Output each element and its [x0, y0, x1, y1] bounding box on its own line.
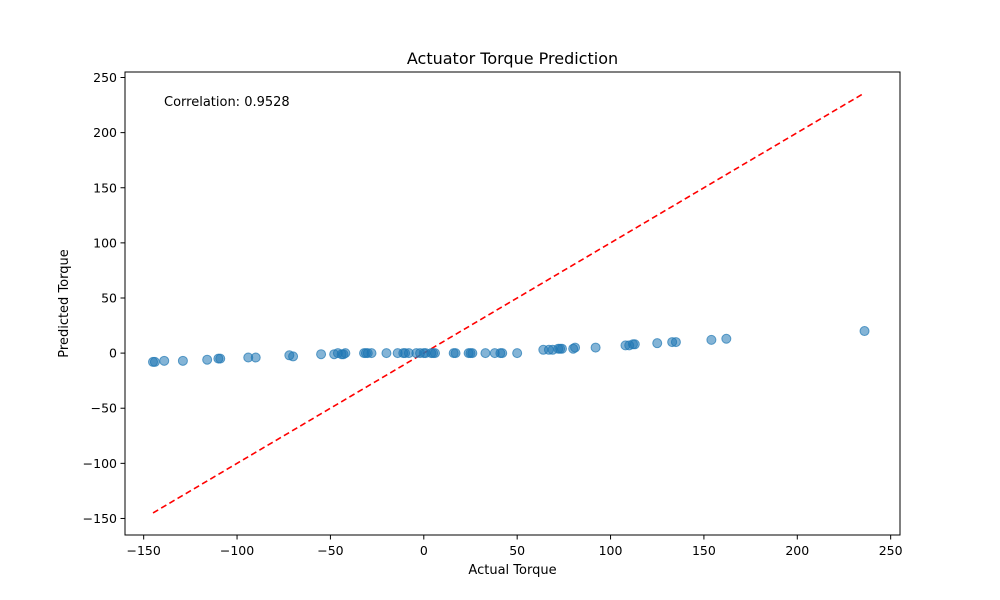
x-tick-label: −100 — [220, 543, 254, 558]
data-point — [721, 333, 732, 344]
x-tick-label: 200 — [785, 543, 809, 558]
reference-line — [152, 92, 865, 514]
data-point — [149, 356, 160, 367]
data-point — [381, 348, 392, 359]
data-point — [706, 334, 717, 345]
x-tick-label: −150 — [127, 543, 161, 558]
data-point — [859, 326, 870, 337]
data-point — [340, 348, 351, 359]
data-point — [450, 348, 461, 359]
data-point — [570, 342, 581, 353]
data-point — [177, 355, 188, 366]
x-tick-label: 250 — [879, 543, 903, 558]
data-point — [590, 342, 601, 353]
plot-frame — [124, 71, 901, 536]
data-point — [556, 343, 567, 354]
data-point — [467, 348, 478, 359]
data-point — [652, 338, 663, 349]
y-axis: −150 −100 −50 0 50 100 150 200 250 — [83, 70, 125, 526]
y-tick-label: −50 — [91, 401, 117, 416]
data-point — [159, 355, 170, 366]
reference-line-layer — [152, 92, 865, 514]
points-layer — [148, 326, 870, 367]
y-tick-label: 150 — [93, 180, 117, 195]
x-tick-label: 50 — [509, 543, 525, 558]
y-axis-title: Predicted Torque — [57, 249, 72, 357]
data-point — [497, 348, 508, 359]
y-tick-label: 50 — [101, 290, 117, 305]
data-point — [629, 339, 640, 350]
x-tick-label: 100 — [599, 543, 623, 558]
data-point — [366, 348, 377, 359]
data-point — [670, 337, 681, 348]
data-point — [480, 348, 491, 359]
y-tick-label: −150 — [83, 511, 117, 526]
y-tick-label: 0 — [109, 346, 117, 361]
x-tick-label: −50 — [317, 543, 343, 558]
x-tick-label: 0 — [420, 543, 428, 558]
data-point — [288, 351, 299, 362]
y-tick-label: 100 — [93, 235, 117, 250]
x-axis-title: Actual Torque — [468, 563, 556, 578]
data-point — [202, 354, 213, 365]
data-point — [316, 349, 327, 360]
data-point — [512, 348, 523, 359]
x-axis: −150 −100 −50 0 50 100 150 200 250 — [127, 535, 903, 558]
x-tick-label: 150 — [692, 543, 716, 558]
correlation-annotation: Correlation: 0.9528 — [164, 95, 290, 110]
y-tick-label: −100 — [83, 456, 117, 471]
data-point — [430, 348, 440, 359]
y-tick-label: 200 — [93, 125, 117, 140]
y-tick-label: 250 — [93, 70, 117, 85]
chart-title: Actuator Torque Prediction — [407, 49, 618, 68]
data-point — [215, 353, 226, 364]
data-point — [250, 352, 261, 363]
